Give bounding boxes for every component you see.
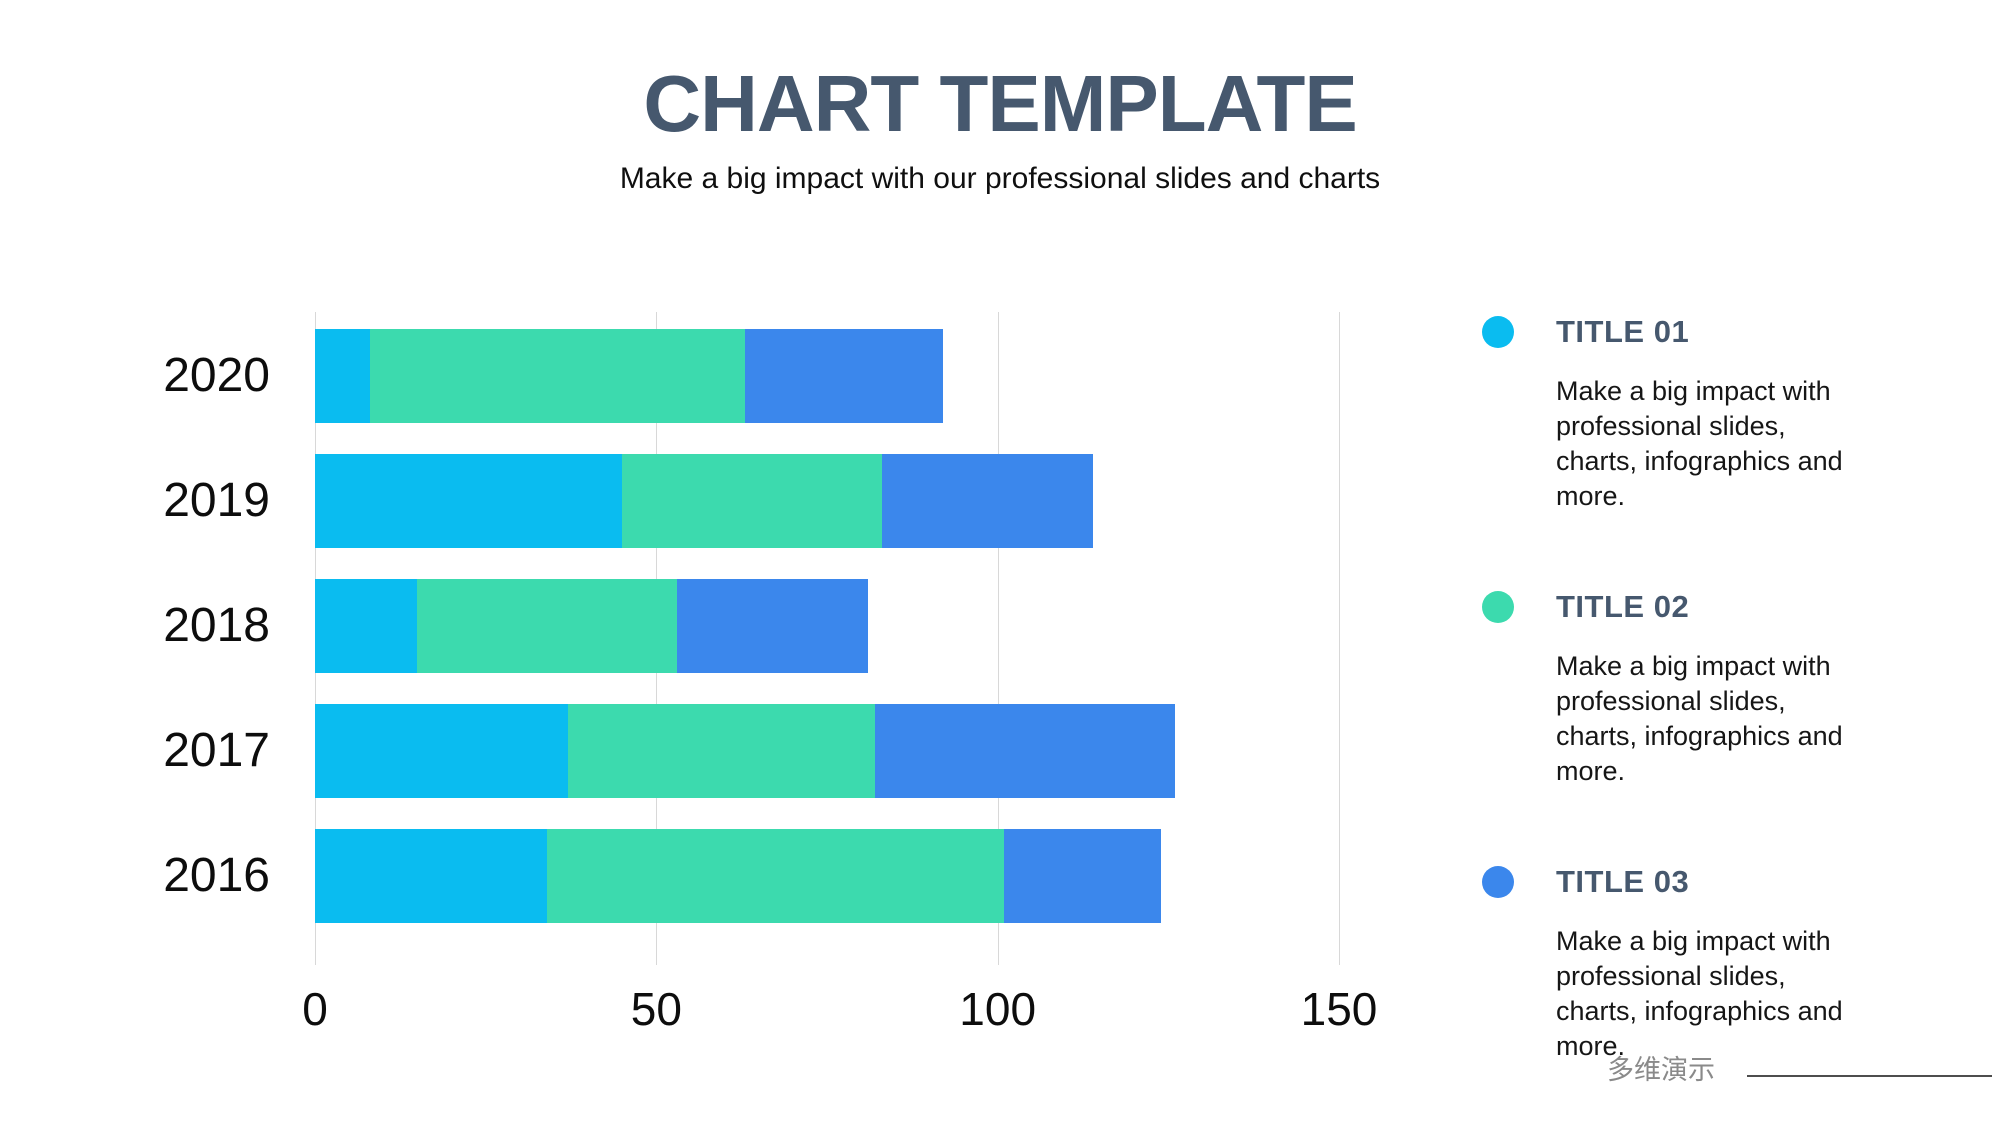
legend-swatch-icon [1482,866,1514,898]
bar-segment [315,454,623,548]
bar-segment [874,704,1176,798]
bar-segment [1004,829,1162,923]
legend-description: Make a big impact with professional slid… [1556,926,1843,1061]
legend-title: TITLE 01 [1556,314,1690,349]
bar-segment [315,704,568,798]
gridline [1338,312,1340,965]
y-axis-label: 2020 [163,349,270,402]
bar-segment [547,829,1005,923]
x-axis-tick-label: 100 [959,983,1037,1035]
y-axis-label: 2016 [163,849,270,902]
bar-segment [881,454,1094,548]
bar-segment [315,579,418,673]
bar-segment [745,329,944,423]
bar-segment [369,329,746,423]
legend-description: Make a big impact with professional slid… [1556,376,1843,511]
page-title: CHART TEMPLATE [643,59,1357,148]
y-axis-label: 2017 [163,724,270,777]
x-axis-tick-label: 50 [630,983,682,1035]
page-subtitle: Make a big impact with our professional … [619,162,1381,195]
legend-title: TITLE 02 [1556,589,1690,624]
y-axis-label: 2018 [163,599,270,652]
bar-segment [622,454,882,548]
watermark-line [1747,1075,1992,1077]
bar-segment [315,829,548,923]
watermark-text: 多维演示 [1607,1055,1715,1085]
x-axis-tick-label: 150 [1300,983,1378,1035]
x-axis-tick-label: 0 [302,983,328,1035]
gridline [997,312,999,965]
bar-segment [567,704,875,798]
bar-segment [676,579,868,673]
legend-title: TITLE 03 [1556,864,1690,899]
legend-swatch-icon [1482,591,1514,623]
legend-description: Make a big impact with professional slid… [1556,651,1843,786]
y-axis-label: 2019 [163,474,270,527]
slide-header: CHART TEMPLATE Make a big impact with ou… [0,60,2000,196]
bar-segment [417,579,677,673]
bar-segment [315,329,370,423]
legend-swatch-icon [1482,316,1514,348]
